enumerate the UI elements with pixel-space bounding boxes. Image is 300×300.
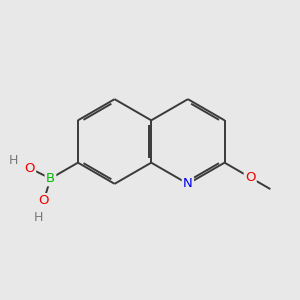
Text: O: O <box>24 162 35 175</box>
Text: O: O <box>38 194 49 207</box>
Text: H: H <box>9 154 18 167</box>
Text: N: N <box>183 177 193 190</box>
Text: H: H <box>34 212 43 224</box>
Text: O: O <box>245 171 256 184</box>
Text: B: B <box>46 172 55 185</box>
